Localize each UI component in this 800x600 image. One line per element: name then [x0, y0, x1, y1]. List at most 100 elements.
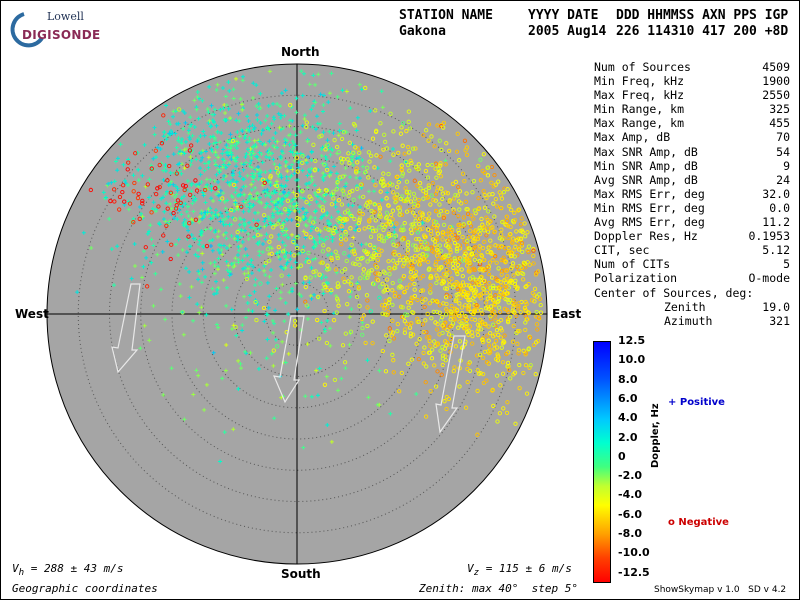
positive-point	[237, 216, 242, 221]
negative-point	[358, 182, 363, 187]
negative-point	[482, 239, 487, 244]
positive-point	[208, 124, 213, 129]
negative-point	[428, 290, 433, 295]
positive-point	[336, 133, 341, 138]
positive-point	[179, 171, 184, 176]
negative-point	[531, 342, 537, 348]
positive-point	[169, 128, 174, 133]
positive-point	[218, 210, 223, 215]
stat-value: 1900	[762, 74, 790, 89]
negative-point	[443, 295, 449, 300]
negative-point	[472, 267, 477, 273]
positive-point	[151, 303, 156, 308]
negative-point	[340, 218, 346, 224]
positive-point	[200, 155, 205, 160]
negative-point	[477, 293, 482, 299]
negative-point	[466, 235, 472, 240]
positive-point	[280, 201, 285, 206]
positive-point	[254, 103, 259, 108]
negative-point	[462, 138, 468, 143]
positive-point	[278, 199, 283, 204]
negative-point	[528, 363, 533, 368]
positive-point	[207, 159, 212, 164]
negative-point	[534, 309, 539, 315]
positive-point	[213, 228, 218, 233]
positive-point	[196, 248, 201, 253]
positive-point	[212, 107, 217, 112]
positive-point	[196, 137, 201, 142]
colorbar-tick-label: -8.0	[618, 527, 643, 540]
positive-point	[274, 286, 279, 291]
negative-point	[507, 314, 513, 320]
negative-point	[260, 177, 265, 182]
negative-point	[526, 310, 532, 316]
positive-point	[256, 366, 261, 371]
negative-point	[437, 138, 442, 143]
negative-point	[505, 319, 511, 325]
negative-point	[457, 301, 462, 306]
positive-point	[236, 248, 241, 253]
positive-point	[313, 82, 318, 87]
positive-point	[293, 281, 298, 286]
negative-point	[415, 203, 421, 208]
positive-point	[176, 138, 181, 143]
negative-point	[443, 162, 448, 167]
negative-point	[451, 368, 456, 374]
negative-point	[507, 297, 513, 303]
positive-point	[178, 294, 183, 299]
positive-point	[184, 209, 189, 214]
negative-point	[525, 317, 530, 322]
positive-point	[224, 118, 229, 123]
negative-point	[384, 333, 389, 338]
header-value-date: 2005 Aug14	[528, 24, 607, 39]
negative-point	[229, 207, 234, 213]
positive-point	[286, 133, 291, 138]
negative-point	[434, 273, 439, 278]
positive-point	[242, 253, 247, 258]
positive-point	[220, 86, 225, 91]
negative-point	[511, 273, 516, 278]
positive-point	[294, 96, 299, 101]
positive-point	[280, 240, 285, 245]
negative-point	[157, 162, 162, 168]
negative-point	[480, 311, 485, 316]
negative-point	[371, 281, 377, 287]
negative-point	[415, 183, 420, 188]
negative-point	[434, 175, 439, 180]
negative-point	[533, 272, 539, 277]
colorbar-tick-label: 6.0	[618, 391, 638, 405]
negative-point	[295, 245, 300, 251]
positive-point	[268, 220, 273, 225]
positive-point	[247, 124, 252, 129]
positive-point	[267, 274, 272, 279]
positive-point	[221, 106, 226, 111]
positive-point	[237, 170, 242, 175]
negative-point	[429, 193, 434, 198]
negative-point	[420, 226, 425, 231]
positive-point	[191, 236, 196, 241]
positive-point	[245, 147, 250, 152]
negative-point	[486, 271, 492, 277]
negative-point	[427, 339, 432, 344]
negative-point	[167, 163, 172, 169]
positive-point	[224, 150, 229, 155]
negative-point	[460, 258, 465, 263]
positive-point	[224, 259, 229, 264]
negative-point	[329, 257, 334, 262]
positive-point	[249, 187, 254, 192]
positive-point	[288, 257, 293, 262]
negative-point	[369, 215, 374, 220]
negative-point	[347, 189, 353, 195]
negative-point	[394, 221, 399, 226]
negative-point	[408, 199, 414, 204]
negative-point	[418, 276, 423, 281]
positive-point	[343, 166, 348, 171]
negative-point	[409, 256, 414, 261]
negative-point	[448, 309, 453, 314]
negative-point	[515, 341, 520, 346]
positive-point	[215, 82, 220, 87]
positive-point	[220, 214, 225, 219]
positive-point	[268, 168, 273, 173]
negative-point	[470, 267, 475, 272]
positive-point	[257, 139, 262, 144]
